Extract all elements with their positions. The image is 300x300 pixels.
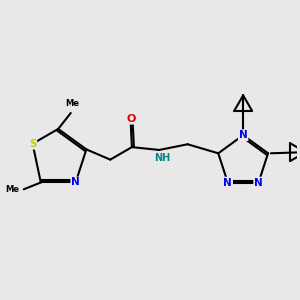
Text: S: S [29, 139, 36, 149]
Text: N: N [224, 178, 232, 188]
Text: Me: Me [65, 100, 79, 109]
Text: Me: Me [5, 185, 19, 194]
Text: O: O [126, 114, 135, 124]
Text: N: N [239, 130, 248, 140]
Text: N: N [71, 178, 80, 188]
Text: N: N [254, 178, 263, 188]
Text: NH: NH [154, 153, 171, 163]
